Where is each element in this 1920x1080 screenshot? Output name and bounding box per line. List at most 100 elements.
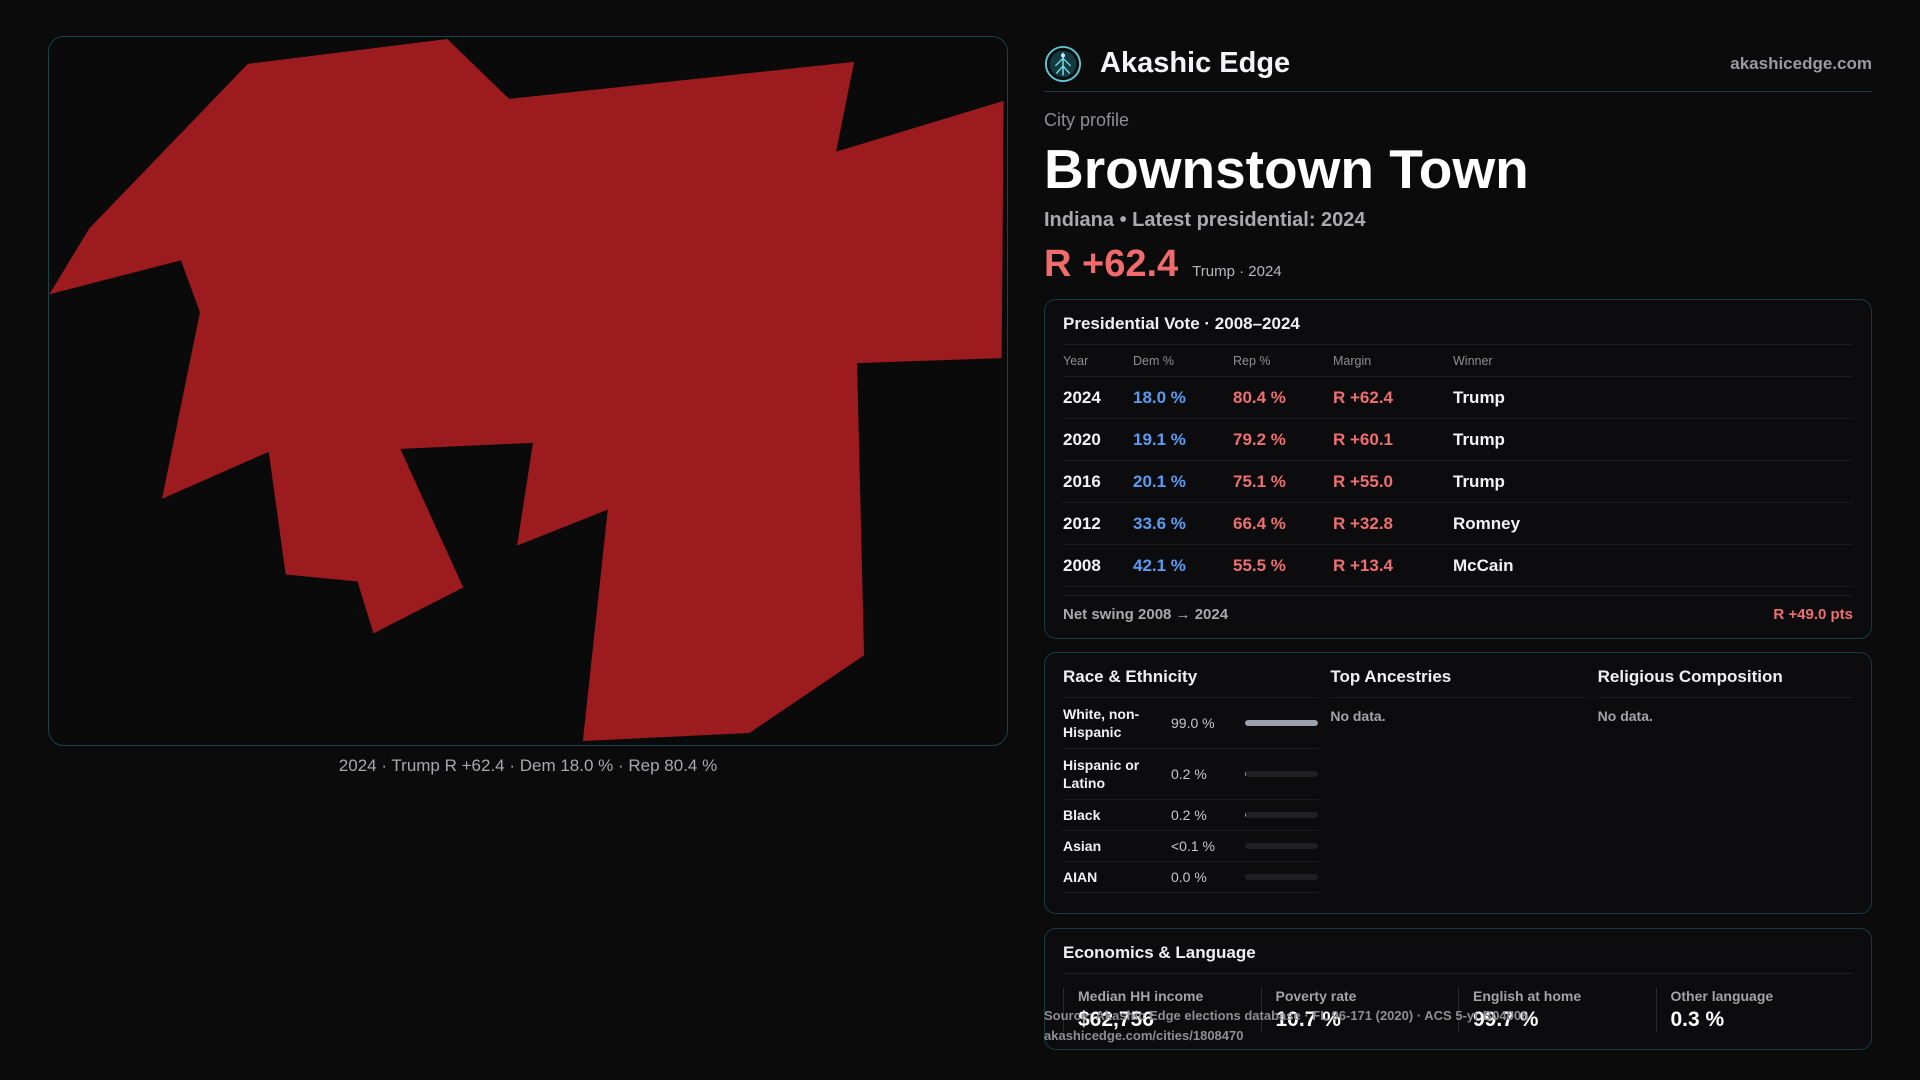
margin-value: R +62.4 (1044, 243, 1179, 285)
col-header-rep: Rep % (1233, 353, 1271, 368)
stat-value: $62,756 (1078, 1008, 1154, 1031)
brand-url[interactable]: akashicedge.com (1730, 53, 1872, 73)
cell-margin: R +32.8 (1333, 513, 1394, 533)
cell-dem: 18.0 % (1133, 387, 1186, 407)
vote-table-header: Year Dem % Rep % Margin Winner (1063, 345, 1853, 377)
eyebrow-label: City profile (1044, 110, 1130, 130)
race-ethnicity-section: Race & Ethnicity White, non-Hispanic 99.… (1063, 653, 1319, 893)
race-bar-fill (1245, 720, 1318, 726)
stat-poverty-rate: Poverty rate 10.7 % (1260, 988, 1459, 1032)
city-permalink[interactable]: akashicedge.com/cities/1808470 (1044, 1028, 1244, 1043)
stat-other-language: Other language 0.3 % (1655, 988, 1854, 1032)
page-title: Brownstown Town (1044, 138, 1529, 200)
col-header-year: Year (1063, 353, 1089, 368)
cell-winner: McCain (1453, 555, 1514, 575)
race-bar (1245, 720, 1319, 726)
race-row: Hispanic or Latino 0.2 % (1063, 749, 1319, 800)
cell-margin: R +55.0 (1333, 471, 1394, 491)
cell-year: 2020 (1063, 429, 1101, 449)
stat-label: English at home (1473, 988, 1582, 1004)
cell-winner: Trump (1453, 387, 1505, 407)
race-bar (1245, 771, 1319, 777)
stat-english-at-home: English at home 99.7 % (1458, 988, 1656, 1032)
col-header-winner: Winner (1453, 353, 1493, 368)
race-row: Black 0.2 % (1063, 800, 1319, 831)
latest-margin: R +62.4 Trump · 2024 (1044, 242, 1872, 286)
source-footer: Source: Akashic Edge elections database … (1044, 1006, 1528, 1046)
cell-rep: 79.2 % (1233, 429, 1286, 449)
brand-name[interactable]: Akashic Edge (1100, 47, 1291, 79)
religion-empty: No data. (1597, 708, 1653, 724)
cell-year: 2024 (1063, 387, 1101, 407)
ancestries-title: Top Ancestries (1330, 653, 1586, 698)
table-row: 2024 18.0 % 80.4 % R +62.4 Trump (1063, 377, 1853, 419)
cell-year: 2016 (1063, 471, 1101, 491)
source-text: Source: Akashic Edge elections database … (1044, 1008, 1529, 1023)
race-value: 0.2 % (1171, 766, 1207, 782)
cell-rep: 80.4 % (1233, 387, 1286, 407)
cell-rep: 75.1 % (1233, 471, 1286, 491)
col-header-margin: Margin (1333, 353, 1372, 368)
stat-value: 10.7 % (1275, 1008, 1341, 1031)
stat-median-income: Median HH income $62,756 (1063, 988, 1261, 1032)
race-label: White, non-Hispanic (1063, 706, 1140, 740)
race-bar (1245, 812, 1319, 818)
race-row: AIAN 0.0 % (1063, 862, 1319, 893)
race-label: Hispanic or Latino (1063, 757, 1140, 791)
table-row: 2008 42.1 % 55.5 % R +13.4 McCain (1063, 545, 1853, 587)
race-value: <0.1 % (1171, 838, 1215, 854)
table-row: 2016 20.1 % 75.1 % R +55.0 Trump (1063, 461, 1853, 503)
profile-column: Akashic Edge akashicedge.com City profil… (1044, 36, 1872, 1050)
economics-card: Economics & Language Median HH income $6… (1044, 928, 1872, 1050)
race-bar (1245, 843, 1319, 849)
margin-note: Trump · 2024 (1192, 263, 1282, 280)
city-boundary-shape[interactable] (49, 38, 1004, 742)
ancestries-section: Top Ancestries No data. (1330, 653, 1586, 893)
cell-rep: 55.5 % (1233, 555, 1286, 575)
cell-dem: 33.6 % (1133, 513, 1186, 533)
divider (1063, 973, 1853, 974)
city-map-panel (48, 36, 1008, 746)
net-swing-label: Net swing 2008 → 2024 (1063, 606, 1229, 623)
economics-title: Economics & Language (1063, 943, 1256, 962)
cell-year: 2008 (1063, 555, 1101, 575)
religion-title: Religious Composition (1597, 653, 1853, 698)
ancestries-empty: No data. (1330, 708, 1386, 724)
presidential-vote-card: Presidential Vote · 2008–2024 Year Dem %… (1044, 299, 1872, 639)
stat-label: Poverty rate (1275, 988, 1357, 1004)
race-value: 0.0 % (1171, 869, 1207, 885)
cell-margin: R +62.4 (1333, 387, 1394, 407)
race-row: White, non-Hispanic 99.0 % (1063, 698, 1319, 749)
cell-year: 2012 (1063, 513, 1101, 533)
city-boundary-map (49, 38, 1004, 742)
race-section-title: Race & Ethnicity (1063, 653, 1319, 698)
demographics-card: Race & Ethnicity White, non-Hispanic 99.… (1044, 652, 1872, 914)
map-caption: 2024 · Trump R +62.4 · Dem 18.0 % · Rep … (338, 756, 718, 775)
brand-header: Akashic Edge akashicedge.com (1044, 36, 1872, 92)
stat-label: Median HH income (1078, 988, 1204, 1004)
table-row: 2020 19.1 % 79.2 % R +60.1 Trump (1063, 419, 1853, 461)
cell-rep: 66.4 % (1233, 513, 1286, 533)
stat-label: Other language (1670, 988, 1774, 1004)
race-label: Black (1063, 807, 1101, 823)
race-bar (1245, 874, 1319, 880)
race-value: 0.2 % (1171, 807, 1207, 823)
cell-margin: R +13.4 (1333, 555, 1394, 575)
cell-winner: Romney (1453, 513, 1521, 533)
table-row: 2012 33.6 % 66.4 % R +32.8 Romney (1063, 503, 1853, 545)
net-swing-value: R +49.0 pts (1773, 606, 1853, 623)
cell-dem: 20.1 % (1133, 471, 1186, 491)
cell-dem: 19.1 % (1133, 429, 1186, 449)
race-label: AIAN (1063, 869, 1098, 885)
race-label: Asian (1063, 838, 1102, 854)
net-swing-row: Net swing 2008 → 2024 R +49.0 pts (1063, 595, 1853, 623)
stat-value: 99.7 % (1473, 1008, 1539, 1031)
cell-winner: Trump (1453, 429, 1505, 449)
religion-section: Religious Composition No data. (1597, 653, 1853, 893)
cell-margin: R +60.1 (1333, 429, 1394, 449)
tree-of-life-icon[interactable] (1044, 45, 1082, 83)
divider (1063, 344, 1853, 345)
col-header-dem: Dem % (1133, 353, 1174, 368)
city-subtitle: Indiana • Latest presidential: 2024 (1044, 209, 1366, 231)
stat-value: 0.3 % (1670, 1008, 1725, 1031)
